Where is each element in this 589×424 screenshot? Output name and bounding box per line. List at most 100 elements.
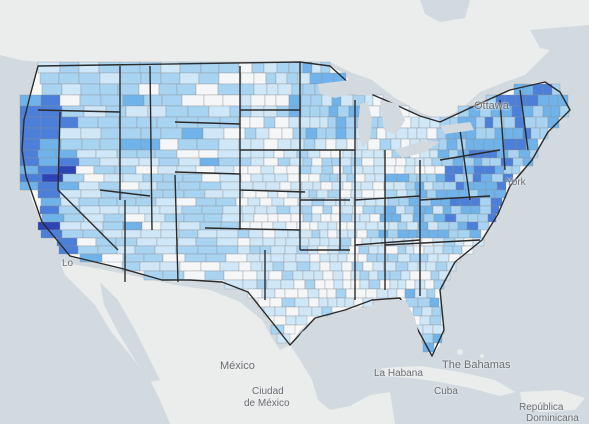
county-cell[interactable] (40, 116, 61, 129)
county-cell[interactable] (412, 306, 423, 317)
county-cell[interactable] (262, 229, 276, 239)
county-cell[interactable] (542, 105, 552, 118)
county-cell[interactable] (342, 279, 352, 290)
county-cell[interactable] (275, 94, 290, 107)
county-cell[interactable] (157, 165, 178, 175)
county-cell[interactable] (311, 213, 322, 223)
county-cell[interactable] (144, 213, 166, 223)
county-cell[interactable] (83, 173, 105, 183)
county-cell[interactable] (449, 197, 461, 207)
county-cell[interactable] (218, 157, 241, 167)
county-cell[interactable] (362, 297, 374, 308)
county-cell[interactable] (426, 127, 438, 140)
county-cell[interactable] (351, 165, 364, 175)
county-cell[interactable] (302, 213, 313, 223)
county-cell[interactable] (321, 165, 334, 175)
county-cell[interactable] (250, 94, 266, 107)
county-cell[interactable] (102, 221, 124, 231)
county-cell[interactable] (162, 173, 184, 183)
county-cell[interactable] (379, 138, 392, 151)
county-cell[interactable] (500, 157, 514, 167)
county-cell[interactable] (387, 229, 399, 239)
county-cell[interactable] (431, 306, 442, 317)
county-cell[interactable] (274, 288, 286, 299)
county-cell[interactable] (359, 279, 370, 290)
county-cell[interactable] (320, 61, 331, 74)
county-cell[interactable] (479, 205, 492, 215)
county-cell[interactable] (385, 245, 399, 255)
county-cell[interactable] (203, 94, 224, 107)
county-cell[interactable] (125, 105, 149, 118)
county-cell[interactable] (442, 205, 452, 215)
county-cell[interactable] (319, 116, 329, 129)
county-cell[interactable] (200, 261, 221, 272)
county-cell[interactable] (335, 116, 347, 129)
county-cell[interactable] (384, 165, 396, 175)
county-cell[interactable] (345, 288, 356, 299)
county-cell[interactable] (181, 205, 203, 215)
county-cell[interactable] (337, 253, 348, 263)
county-cell[interactable] (244, 127, 257, 140)
county-cell[interactable] (518, 149, 531, 159)
county-cell[interactable] (59, 127, 82, 140)
county-cell[interactable] (448, 253, 461, 263)
county-cell[interactable] (339, 157, 352, 167)
county-cell[interactable] (187, 105, 210, 118)
county-cell[interactable] (201, 173, 221, 183)
county-cell[interactable] (238, 261, 252, 272)
county-cell[interactable] (532, 83, 544, 96)
county-cell[interactable] (262, 173, 276, 183)
county-cell[interactable] (393, 181, 407, 191)
county-cell[interactable] (99, 83, 119, 96)
county-cell[interactable] (59, 94, 81, 107)
county-cell[interactable] (265, 72, 277, 85)
county-cell[interactable] (80, 83, 101, 96)
county-cell[interactable] (181, 127, 204, 140)
county-cell[interactable] (502, 173, 514, 183)
county-cell[interactable] (367, 138, 381, 151)
county-cell[interactable] (395, 261, 409, 272)
county-cell[interactable] (223, 270, 244, 281)
county-cell[interactable] (40, 105, 63, 118)
county-cell[interactable] (124, 213, 146, 223)
county-cell[interactable] (281, 127, 294, 140)
county-cell[interactable] (324, 279, 335, 290)
county-cell[interactable] (78, 157, 101, 167)
county-cell[interactable] (394, 165, 406, 175)
county-cell[interactable] (250, 173, 264, 183)
county-cell[interactable] (373, 157, 386, 167)
county-cell[interactable] (274, 173, 289, 183)
county-cell[interactable] (37, 165, 59, 175)
county-cell[interactable] (372, 261, 385, 272)
county-cell[interactable] (432, 181, 445, 191)
county-cell[interactable] (284, 245, 298, 255)
county-cell[interactable] (335, 138, 348, 151)
county-cell[interactable] (314, 138, 327, 151)
county-cell[interactable] (58, 181, 80, 191)
county-cell[interactable] (391, 213, 402, 223)
county-cell[interactable] (389, 270, 402, 281)
county-cell[interactable] (408, 173, 418, 183)
county-cell[interactable] (240, 173, 252, 183)
county-cell[interactable] (285, 237, 301, 247)
county-cell[interactable] (177, 237, 197, 247)
county-cell[interactable] (37, 149, 57, 159)
county-cell[interactable] (300, 105, 311, 118)
county-cell[interactable] (182, 173, 203, 183)
county-cell[interactable] (362, 261, 374, 272)
county-cell[interactable] (422, 342, 435, 353)
county-cell[interactable] (165, 105, 189, 118)
county-cell[interactable] (99, 157, 120, 167)
county-cell[interactable] (433, 245, 444, 255)
county-cell[interactable] (302, 270, 315, 281)
county-cell[interactable] (408, 197, 420, 207)
county-cell[interactable] (250, 105, 265, 118)
county-cell[interactable] (261, 288, 276, 299)
county-cell[interactable] (116, 245, 136, 255)
county-cell[interactable] (216, 237, 239, 247)
county-cell[interactable] (448, 221, 459, 231)
county-cell[interactable] (288, 105, 302, 118)
county-cell[interactable] (179, 72, 200, 85)
county-cell[interactable] (469, 229, 482, 239)
county-cell[interactable] (37, 189, 61, 199)
